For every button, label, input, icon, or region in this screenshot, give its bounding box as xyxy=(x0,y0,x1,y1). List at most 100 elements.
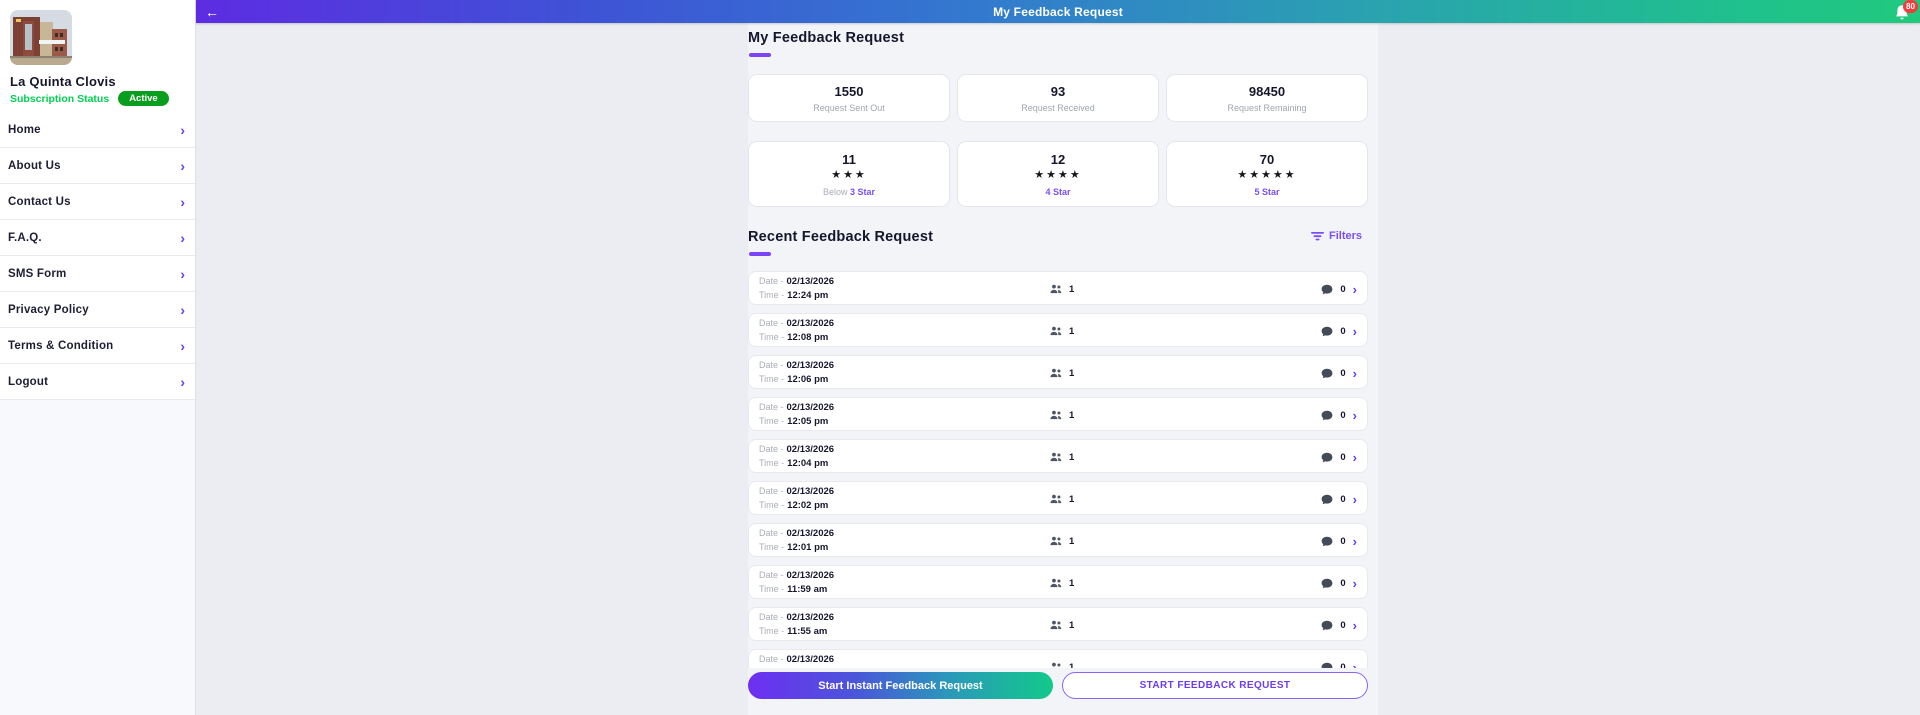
row-chevron-icon[interactable]: › xyxy=(1352,659,1357,669)
people-icon xyxy=(1050,326,1062,336)
rating-count: 11 xyxy=(842,151,856,167)
row-datetime: Date -02/13/2026 Time -12:04 pm xyxy=(759,443,834,470)
back-arrow-icon: ← xyxy=(205,3,219,20)
feedback-request-row[interactable]: Date -02/13/2026 Time -12:06 pm 1 0 › xyxy=(748,355,1368,389)
row-datetime: Date -02/13/2026 Time - xyxy=(759,653,834,668)
row-chevron-icon[interactable]: › xyxy=(1352,617,1357,633)
notifications-button[interactable]: 80 xyxy=(1892,0,1918,22)
stat-label: Request Remaining xyxy=(1227,102,1307,113)
recipients-count: 1 xyxy=(1069,535,1075,547)
time-value: 12:08 pm xyxy=(787,331,829,343)
time-line: Time -12:02 pm xyxy=(759,499,834,513)
row-right-group: 0 › xyxy=(1321,314,1357,348)
people-icon xyxy=(1050,578,1062,588)
date-value: 02/13/2026 xyxy=(786,276,835,287)
rating-label-link[interactable]: 4 Star xyxy=(1045,186,1071,197)
back-button[interactable]: ← xyxy=(205,0,219,23)
feedback-request-row[interactable]: Date -02/13/2026 Time -12:08 pm 1 0 › xyxy=(748,313,1368,347)
date-value: 02/13/2026 xyxy=(786,654,835,665)
rating-card: 70 ★★★★★ 5 Star xyxy=(1166,141,1368,207)
rating-count: 70 xyxy=(1259,151,1275,167)
row-chevron-icon[interactable]: › xyxy=(1352,533,1357,549)
chevron-right-icon: › xyxy=(180,337,185,354)
people-icon xyxy=(1050,620,1062,630)
people-icon xyxy=(1050,410,1062,420)
time-line: Time - xyxy=(759,667,834,669)
sidebar-menu-item-label: Privacy Policy xyxy=(8,303,89,316)
feedback-request-row[interactable]: Date -02/13/2026 Time - 1 0 › xyxy=(748,649,1368,668)
date-line: Date -02/13/2026 xyxy=(759,569,834,583)
recipients-count: 1 xyxy=(1069,409,1075,421)
comments-count: 0 xyxy=(1340,493,1346,505)
row-chevron-icon[interactable]: › xyxy=(1352,449,1357,465)
feedback-request-row[interactable]: Date -02/13/2026 Time -12:01 pm 1 0 › xyxy=(748,523,1368,557)
date-line: Date -02/13/2026 xyxy=(759,611,834,625)
date-value: 02/13/2026 xyxy=(786,444,835,455)
rating-label-link[interactable]: 3 Star xyxy=(850,186,876,197)
recipients-count-group: 1 xyxy=(1049,482,1074,516)
row-chevron-icon[interactable]: › xyxy=(1352,323,1357,339)
rating-label-prefix: Below xyxy=(822,186,850,197)
sidebar-menu-item[interactable]: SMS Form › xyxy=(0,256,195,292)
sidebar-menu-item[interactable]: About Us › xyxy=(0,148,195,184)
sidebar-menu-item[interactable]: Contact Us › xyxy=(0,184,195,220)
rating-card: 12 ★★★★ 4 Star xyxy=(957,141,1159,207)
sidebar-menu-item[interactable]: Home › xyxy=(0,112,195,148)
feedback-request-row[interactable]: Date -02/13/2026 Time -12:04 pm 1 0 › xyxy=(748,439,1368,473)
subscription-row: Subscription Status Active xyxy=(10,91,169,106)
sidebar-menu-item-label: About Us xyxy=(8,159,61,172)
subscription-active-badge: Active xyxy=(118,91,169,106)
date-line: Date -02/13/2026 xyxy=(759,317,834,331)
date-value: 02/13/2026 xyxy=(786,360,835,371)
filters-button[interactable]: Filters xyxy=(1310,230,1362,242)
hotel-building-illustration xyxy=(10,10,72,65)
row-chevron-icon[interactable]: › xyxy=(1352,407,1357,423)
date-label: Date - xyxy=(759,486,784,496)
row-right-group: 0 › xyxy=(1321,272,1357,306)
time-value: 11:59 am xyxy=(787,583,828,595)
row-chevron-icon[interactable]: › xyxy=(1352,491,1357,507)
row-datetime: Date -02/13/2026 Time -12:06 pm xyxy=(759,359,834,386)
feedback-request-row[interactable]: Date -02/13/2026 Time -12:02 pm 1 0 › xyxy=(748,481,1368,515)
chevron-right-icon: › xyxy=(180,193,185,210)
time-line: Time -11:59 am xyxy=(759,583,834,597)
sidebar-menu-item[interactable]: Privacy Policy › xyxy=(0,292,195,328)
sidebar-menu-item-label: Contact Us xyxy=(8,195,71,208)
sidebar-menu-item[interactable]: F.A.Q. › xyxy=(0,220,195,256)
people-icon xyxy=(1050,494,1062,504)
recipients-count-group: 1 xyxy=(1049,356,1074,390)
rating-label: 5 Star xyxy=(1254,187,1279,197)
sidebar-menu-item[interactable]: Terms & Condition › xyxy=(0,328,195,364)
stat-value: 98450 xyxy=(1248,83,1286,99)
rating-label: Below 3 Star xyxy=(823,187,875,197)
row-right-group: 0 › xyxy=(1321,566,1357,600)
row-chevron-icon[interactable]: › xyxy=(1352,575,1357,591)
people-icon xyxy=(1050,284,1062,294)
rating-label-link[interactable]: 5 Star xyxy=(1254,186,1280,197)
stat-card: 98450 Request Remaining xyxy=(1166,74,1368,122)
feedback-request-row[interactable]: Date -02/13/2026 Time -11:59 am 1 0 › xyxy=(748,565,1368,599)
start-instant-feedback-button[interactable]: Start Instant Feedback Request xyxy=(748,672,1053,699)
sidebar-menu-item[interactable]: Logout › xyxy=(0,364,195,400)
subscription-status-label: Subscription Status xyxy=(10,92,110,105)
recipients-count: 1 xyxy=(1069,661,1075,669)
stat-card: 93 Request Received xyxy=(957,74,1159,122)
people-icon xyxy=(1052,662,1061,668)
feedback-request-row[interactable]: Date -02/13/2026 Time -11:55 am 1 0 › xyxy=(748,607,1368,641)
start-feedback-request-button[interactable]: START FEEDBACK REQUEST xyxy=(1062,672,1368,699)
feedback-request-row[interactable]: Date -02/13/2026 Time -12:24 pm 1 0 › xyxy=(748,271,1368,305)
row-chevron-icon[interactable]: › xyxy=(1352,281,1357,297)
recipients-count: 1 xyxy=(1069,577,1075,589)
date-line: Date -02/13/2026 xyxy=(759,275,834,289)
stat-label: Request Received xyxy=(1021,102,1095,113)
feedback-request-row[interactable]: Date -02/13/2026 Time -12:05 pm 1 0 › xyxy=(748,397,1368,431)
row-right-group: 0 › xyxy=(1321,398,1357,432)
date-label: Date - xyxy=(759,612,784,622)
time-line: Time -12:04 pm xyxy=(759,457,834,471)
recipients-count: 1 xyxy=(1069,451,1075,463)
time-value: 12:04 pm xyxy=(787,457,829,469)
row-chevron-icon[interactable]: › xyxy=(1352,365,1357,381)
date-line: Date -02/13/2026 xyxy=(759,401,834,415)
comments-count: 0 xyxy=(1340,283,1346,295)
rating-label: 4 Star xyxy=(1045,187,1070,197)
